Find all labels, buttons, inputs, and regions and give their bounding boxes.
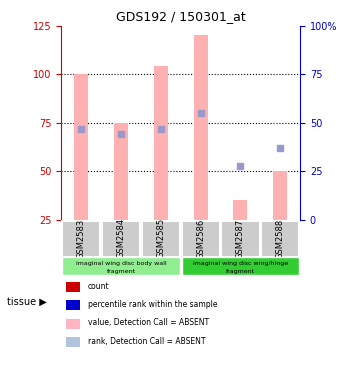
Text: fragment: fragment [226,269,255,274]
Text: tissue ▶: tissue ▶ [7,297,47,307]
Bar [273,171,287,220]
FancyBboxPatch shape [221,221,260,257]
Bar [66,337,80,347]
Bar [74,74,88,220]
Text: GSM2586: GSM2586 [196,218,205,258]
Bar [154,66,168,220]
FancyBboxPatch shape [261,221,299,257]
FancyBboxPatch shape [181,221,220,257]
Text: count: count [88,282,109,291]
Text: GSM2588: GSM2588 [276,218,285,258]
Text: percentile rank within the sample: percentile rank within the sample [88,300,217,309]
Bar [114,123,128,220]
Bar [66,282,80,292]
Text: value, Detection Call = ABSENT: value, Detection Call = ABSENT [88,318,209,327]
FancyBboxPatch shape [62,221,100,257]
FancyBboxPatch shape [181,257,299,276]
FancyBboxPatch shape [142,221,180,257]
Text: imaginal wing disc wing/hinge: imaginal wing disc wing/hinge [193,261,288,266]
Bar [194,36,208,220]
Text: GSM2587: GSM2587 [236,218,245,258]
Text: GSM2585: GSM2585 [156,219,165,258]
Bar [66,300,80,310]
FancyBboxPatch shape [62,257,180,276]
Bar [234,201,247,220]
Title: GDS192 / 150301_at: GDS192 / 150301_at [116,10,246,23]
Text: imaginal wing disc body wall: imaginal wing disc body wall [76,261,166,266]
Bar [66,319,80,329]
Text: GSM2584: GSM2584 [117,219,125,258]
Text: rank, Detection Call = ABSENT: rank, Detection Call = ABSENT [88,337,205,346]
FancyBboxPatch shape [102,221,140,257]
Text: fragment: fragment [106,269,136,274]
Text: GSM2583: GSM2583 [77,218,86,258]
